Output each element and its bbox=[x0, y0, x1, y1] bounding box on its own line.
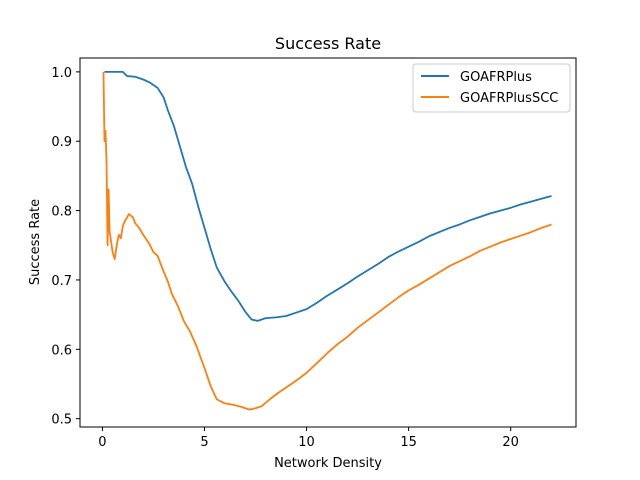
y-tick-label: 0.8 bbox=[51, 205, 72, 220]
legend-label-goafrplus: GOAFRPlus bbox=[460, 70, 532, 85]
x-tick-label: 20 bbox=[502, 435, 519, 450]
y-axis: 0.5 0.6 0.7 0.8 0.9 1.0 bbox=[51, 66, 80, 428]
y-tick-label: 0.7 bbox=[51, 274, 72, 289]
series-line-goafrplus bbox=[104, 70, 552, 322]
x-tick-label: 5 bbox=[200, 435, 208, 450]
series-line-goafrplusscc bbox=[102, 71, 552, 411]
plot-frame bbox=[79, 57, 577, 428]
y-tick-label: 0.9 bbox=[51, 135, 72, 150]
y-tick-label: 0.5 bbox=[51, 413, 72, 428]
y-axis-label: Success Rate bbox=[28, 199, 43, 285]
legend-label-goafrplusscc: GOAFRPlusSCC bbox=[460, 91, 558, 106]
x-tick-label: 15 bbox=[400, 435, 417, 450]
x-tick-label: 10 bbox=[298, 435, 315, 450]
y-tick-label: 0.6 bbox=[51, 343, 72, 358]
legend: GOAFRPlus GOAFRPlusSCC bbox=[412, 63, 571, 113]
x-tick-label: 0 bbox=[98, 435, 106, 450]
series-layer bbox=[102, 70, 552, 411]
x-axis-label: Network Density bbox=[274, 456, 382, 471]
legend-frame bbox=[412, 63, 571, 113]
x-axis: 0 5 10 15 20 bbox=[98, 427, 519, 450]
y-tick-label: 1.0 bbox=[51, 66, 72, 81]
chart-title: Success Rate bbox=[275, 34, 381, 53]
